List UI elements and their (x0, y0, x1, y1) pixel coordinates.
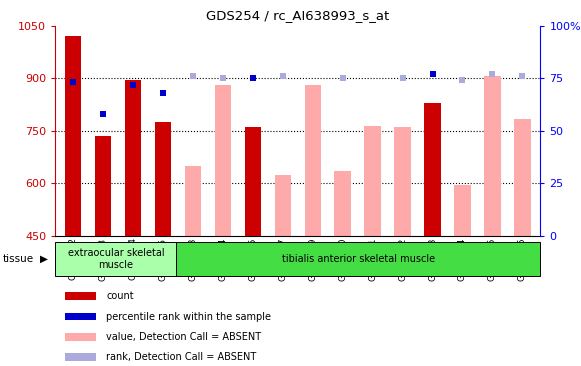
Bar (65, 36, 81, 236)
Bar (394, 127, 411, 236)
Bar (245, 127, 261, 236)
Bar (514, 119, 530, 236)
Text: rank, Detection Call = ABSENT: rank, Detection Call = ABSENT (106, 352, 257, 362)
Bar (185, 166, 201, 236)
Bar (155, 122, 171, 236)
Bar (66, 353, 96, 361)
Bar (66, 313, 96, 321)
Bar (335, 171, 351, 236)
Bar (424, 103, 441, 236)
Bar (55, 242, 177, 276)
Bar (66, 292, 96, 299)
Text: tissue: tissue (3, 254, 34, 264)
Bar (304, 85, 321, 236)
Bar (214, 85, 231, 236)
Bar (95, 136, 112, 236)
Text: percentile rank within the sample: percentile rank within the sample (106, 312, 271, 322)
Text: value, Detection Call = ABSENT: value, Detection Call = ABSENT (106, 332, 261, 342)
Title: GDS254 / rc_AI638993_s_at: GDS254 / rc_AI638993_s_at (206, 9, 389, 22)
Text: extraocular skeletal
muscle: extraocular skeletal muscle (67, 248, 164, 270)
Bar (364, 126, 381, 236)
Bar (66, 333, 96, 341)
Bar (177, 242, 540, 276)
Text: ▶: ▶ (40, 254, 48, 264)
Text: count: count (106, 291, 134, 301)
Bar (275, 175, 291, 236)
Bar (125, 80, 141, 236)
Bar (484, 76, 501, 236)
Text: tibialis anterior skeletal muscle: tibialis anterior skeletal muscle (282, 254, 435, 264)
Bar (454, 185, 471, 236)
